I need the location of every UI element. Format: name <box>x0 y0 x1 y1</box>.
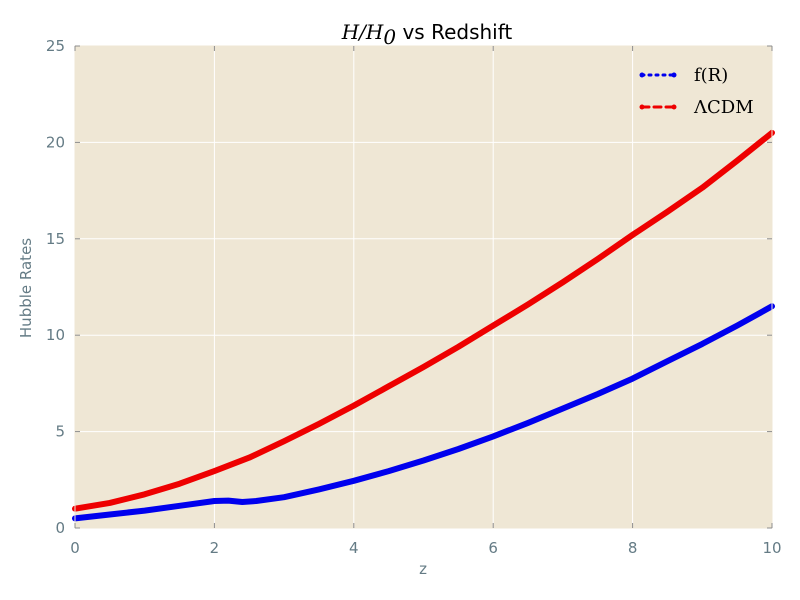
x-axis-label: z <box>419 560 427 578</box>
legend-marker-end <box>671 72 677 78</box>
chart-title-subscript: 0 <box>383 25 396 49</box>
series-point-0 <box>699 341 705 347</box>
series-point-1 <box>664 209 670 215</box>
series-point-0 <box>142 508 148 514</box>
series-point-1 <box>734 158 740 164</box>
series-point-1 <box>177 481 183 487</box>
x-tick-label: 8 <box>628 539 638 557</box>
series-point-0 <box>421 458 426 463</box>
series-point-0 <box>595 391 601 397</box>
series-point-1 <box>316 421 322 427</box>
x-tick-label: 0 <box>70 539 80 557</box>
legend-marker-start <box>639 72 645 78</box>
y-tick-label: 0 <box>55 519 65 537</box>
chart-title: H/H0 vs Redshift <box>341 20 513 49</box>
series-point-1 <box>560 279 566 285</box>
x-tick-label: 2 <box>210 539 220 557</box>
series-point-1 <box>630 232 636 238</box>
x-tick-label: 4 <box>349 539 359 557</box>
series-point-1 <box>699 185 705 191</box>
series-point-0 <box>351 478 357 484</box>
series-point-0 <box>253 498 259 504</box>
series-point-1 <box>107 500 113 506</box>
x-tick-label: 10 <box>762 539 781 557</box>
series-point-0 <box>525 420 531 426</box>
series-point-1 <box>455 344 461 350</box>
series-point-0 <box>225 498 231 504</box>
legend-label-1: ΛCDM <box>693 97 754 118</box>
series-point-1 <box>525 301 531 307</box>
legend-marker-start <box>639 104 645 110</box>
series-point-0 <box>734 323 740 329</box>
series-point-0 <box>281 494 287 500</box>
series-point-0 <box>316 486 322 492</box>
series-point-0 <box>490 433 496 439</box>
y-tick-label: 5 <box>55 423 65 441</box>
series-layer <box>72 129 775 522</box>
series-point-0 <box>211 498 217 504</box>
series-point-0 <box>107 512 113 517</box>
y-axis-label: Hubble Rates <box>17 238 35 338</box>
series-point-1 <box>421 364 426 370</box>
series-point-0 <box>177 503 183 509</box>
series-point-0 <box>455 446 461 452</box>
legend-marker-end <box>671 104 677 110</box>
axis-ticks: 0 2 4 6 8 10 0 5 10 15 20 25 <box>46 37 782 557</box>
series-point-1 <box>490 323 496 329</box>
series-point-1 <box>211 468 217 474</box>
plot-area <box>75 46 772 528</box>
series-point-1 <box>246 455 252 461</box>
grid <box>74 45 773 529</box>
series-point-0 <box>630 376 636 382</box>
legend: f(R) ΛCDM <box>639 65 754 118</box>
plot-frame <box>74 45 773 529</box>
y-tick-label: 15 <box>46 230 65 248</box>
y-tick-label: 25 <box>46 37 65 55</box>
series-point-0 <box>664 358 670 364</box>
series-point-1 <box>142 491 148 497</box>
series-point-0 <box>386 468 392 474</box>
chart-title-text: vs Redshift <box>396 20 512 44</box>
series-point-1 <box>281 438 287 444</box>
x-tick-label: 6 <box>488 539 498 557</box>
series-point-1 <box>595 256 601 262</box>
series-point-0 <box>239 499 245 505</box>
chart-title-math: H/H <box>341 20 384 44</box>
series-point-0 <box>560 406 566 411</box>
series-point-1 <box>351 403 357 409</box>
y-tick-label: 20 <box>46 133 65 151</box>
y-tick-label: 10 <box>46 326 65 344</box>
series-point-1 <box>386 383 392 389</box>
legend-label-0: f(R) <box>694 65 728 86</box>
